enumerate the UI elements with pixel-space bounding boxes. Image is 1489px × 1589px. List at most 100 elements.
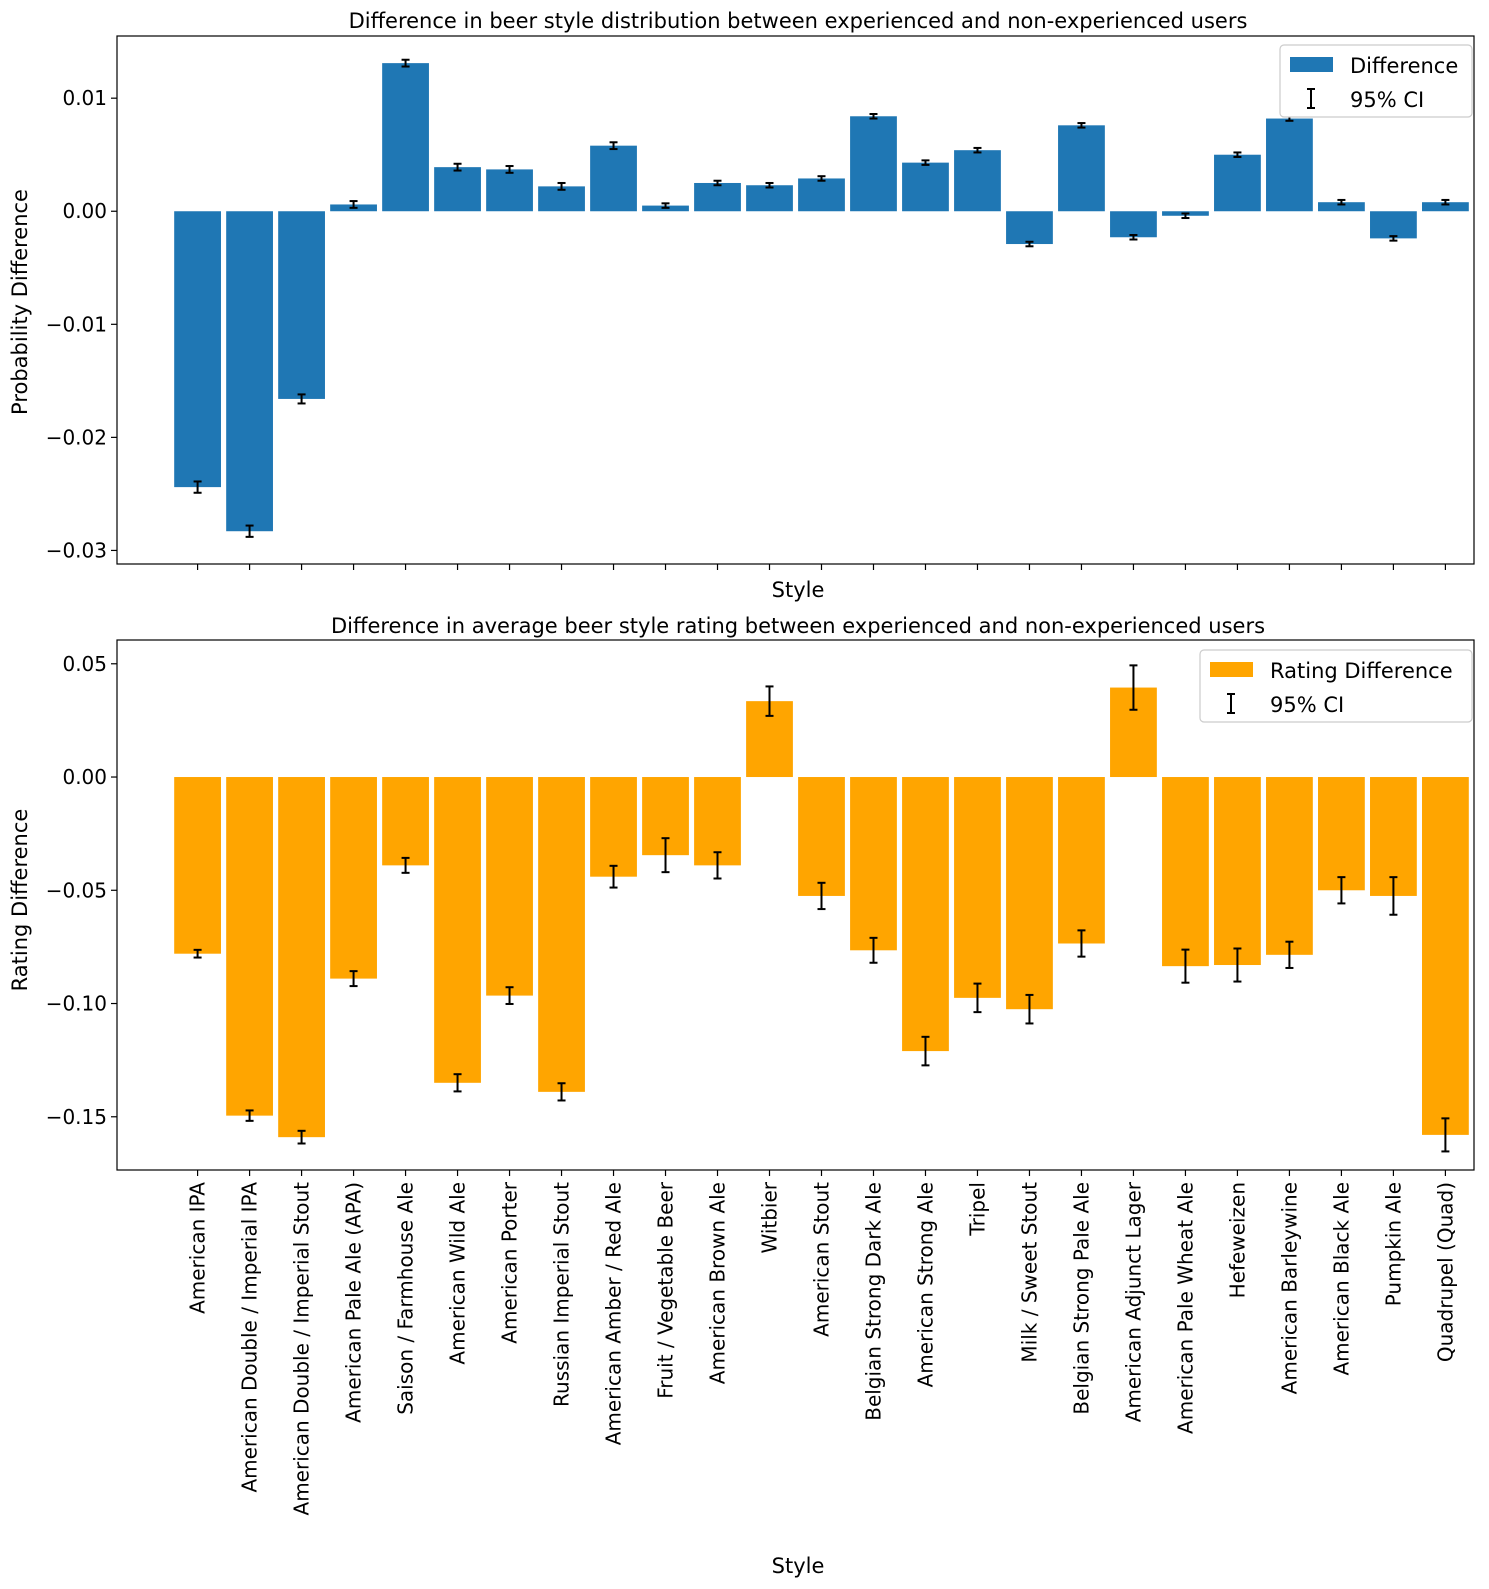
chart-panel-distribution: Difference in beer style distribution be… <box>8 9 1475 602</box>
y-tick-label: −0.01 <box>46 312 107 336</box>
bar-american-amber-red-ale <box>590 145 637 212</box>
x-tick-label: Fruit / Vegetable Beer <box>654 1181 678 1399</box>
x-tick-label: American Porter <box>498 1181 522 1343</box>
y-tick-label: −0.02 <box>46 425 107 449</box>
error-bar <box>1285 940 1294 969</box>
legend-label-series: Rating Difference <box>1270 659 1453 683</box>
bar-american-wild-ale <box>434 167 481 212</box>
x-axis-label: Style <box>772 578 825 602</box>
bar-quadrupel-quad- <box>1422 202 1469 212</box>
bar-american-strong-ale <box>902 162 949 212</box>
bar-american-barleywine <box>1266 777 1313 955</box>
legend: Rating Difference 95% CI <box>1199 649 1473 723</box>
chart-panel-rating: Difference in average beer style rating … <box>8 614 1475 1578</box>
error-bar <box>401 58 410 68</box>
error-bar <box>765 685 774 717</box>
error-bar <box>869 936 878 964</box>
x-tick-label: Tripel <box>965 1182 989 1237</box>
legend-label-ci: 95% CI <box>1270 693 1344 717</box>
error-bar <box>1233 151 1242 158</box>
error-bars <box>193 664 1450 1153</box>
error-bar <box>297 1129 306 1145</box>
x-tick-label: Belgian Strong Dark Ale <box>861 1182 885 1421</box>
x-tick-label: Witbier <box>758 1181 782 1253</box>
error-bar <box>1337 876 1346 905</box>
error-bar <box>765 181 774 189</box>
legend-box <box>1199 649 1473 723</box>
y-axis-label: Rating Difference <box>8 809 32 992</box>
error-bar <box>245 1109 254 1122</box>
bar-saison-farmhouse-ale <box>382 777 429 866</box>
bar-russian-imperial-stout <box>538 777 585 1092</box>
x-tick-label: Belgian Strong Pale Ale <box>1069 1182 1093 1415</box>
bar-tripel <box>954 777 1001 998</box>
x-tick-label: American Stout <box>810 1182 834 1337</box>
bar-american-pale-wheat-ale <box>1162 777 1209 967</box>
x-tick-label: Hefeweizen <box>1225 1182 1249 1298</box>
error-bar <box>609 864 618 889</box>
error-bar <box>817 175 826 182</box>
error-bar <box>1025 240 1034 248</box>
error-bar <box>1181 212 1190 220</box>
error-bar <box>401 856 410 874</box>
x-axis-label: Style <box>772 1554 825 1578</box>
x-axis-ticks: American IPA American Double / Imperial I… <box>186 1170 1457 1516</box>
x-tick-label: American Barleywine <box>1277 1182 1301 1394</box>
error-bar <box>505 986 514 1005</box>
bar-american-stout <box>798 178 845 212</box>
x-tick-label: Quadrupel (Quad) <box>1433 1182 1457 1362</box>
bar-american-strong-ale <box>902 777 949 1052</box>
y-axis-ticks: 0.01 0.00 −0.01 −0.02 −0.03 <box>46 86 117 562</box>
bar-pumpkin-ale <box>1370 777 1417 896</box>
error-bar <box>1077 929 1086 958</box>
error-bar <box>557 1082 566 1102</box>
bar-american-porter <box>486 169 533 212</box>
x-tick-label: American Strong Ale <box>913 1182 937 1387</box>
error-bar <box>973 146 982 154</box>
x-tick-label: Pumpkin Ale <box>1381 1182 1405 1306</box>
y-tick-label: −0.10 <box>46 992 107 1016</box>
legend-label-series: Difference <box>1350 54 1458 78</box>
error-bar <box>1077 122 1086 129</box>
chart-title: Difference in beer style distribution be… <box>349 9 1248 33</box>
error-bar <box>817 881 826 911</box>
error-bar <box>713 851 722 880</box>
x-tick-label: American Adjunct Lager <box>1121 1181 1145 1422</box>
bar-hefeweizen <box>1214 154 1261 212</box>
error-bar <box>193 948 202 959</box>
error-bar <box>1181 948 1190 984</box>
y-axis-label: Probability Difference <box>8 189 32 415</box>
bar-belgian-strong-dark-ale <box>850 116 897 212</box>
chart-title: Difference in average beer style rating … <box>331 614 1265 638</box>
bar-belgian-strong-pale-ale <box>1058 125 1105 212</box>
x-axis-ticks <box>196 564 1447 570</box>
x-tick-label: American Amber / Red Ale <box>602 1182 626 1445</box>
bar-american-porter <box>486 777 533 996</box>
error-bar <box>869 113 878 120</box>
y-tick-label: −0.05 <box>46 878 107 902</box>
error-bar <box>609 141 618 151</box>
bar-american-brown-ale <box>694 777 741 866</box>
bar-american-adjunct-lager <box>1110 211 1157 238</box>
error-bar <box>245 524 254 538</box>
error-bar <box>453 162 462 172</box>
x-tick-label: American Brown Ale <box>706 1182 730 1384</box>
bar-american-barleywine <box>1266 118 1313 212</box>
bar-american-amber-red-ale <box>590 777 637 877</box>
bars <box>174 63 1469 532</box>
error-bar <box>1389 235 1398 242</box>
bar-american-black-ale <box>1318 202 1365 212</box>
bar-american-stout <box>798 777 845 896</box>
legend-swatch <box>1210 662 1253 677</box>
plot-frame <box>116 35 1475 565</box>
bar-american-wild-ale <box>434 777 481 1083</box>
x-tick-label: American Wild Ale <box>446 1182 470 1365</box>
bar-american-ipa <box>174 211 221 488</box>
x-tick-label: American Double / Imperial Stout <box>290 1182 314 1516</box>
x-tick-label: American Pale Wheat Ale <box>1173 1182 1197 1434</box>
error-bar <box>921 1035 930 1067</box>
error-bar <box>1233 947 1242 983</box>
bar-quadrupel-quad- <box>1422 777 1469 1135</box>
x-tick-label: American Black Ale <box>1329 1182 1353 1376</box>
